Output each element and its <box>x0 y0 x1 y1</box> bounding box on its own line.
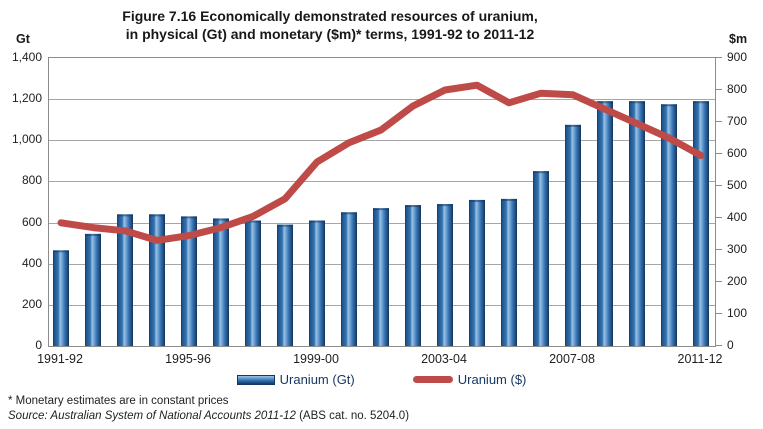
bar-top-shading <box>245 220 261 223</box>
bar-2010-11 <box>661 104 677 346</box>
bar-top-shading <box>117 214 133 217</box>
bar-2011-12 <box>693 101 709 346</box>
bar-top-shading <box>629 101 645 104</box>
bar-1993-94 <box>117 214 133 346</box>
bar-top-shading <box>85 233 101 236</box>
line-series-swatch-icon <box>412 376 453 383</box>
bar-top-shading <box>565 124 581 127</box>
bar-1998-99 <box>277 224 293 346</box>
bar-top-shading <box>373 208 389 211</box>
x-axis-tick-label: 2011-12 <box>677 352 723 366</box>
bar-2002-03 <box>405 205 421 346</box>
bar-1996-97 <box>213 218 229 346</box>
right-axis-tick-label: 400 <box>727 210 748 224</box>
right-axis-tick-label: 600 <box>727 146 748 160</box>
bar-top-shading <box>149 214 165 217</box>
right-axis-tick-mark <box>716 217 722 218</box>
left-axis-tick-label: 800 <box>21 173 42 188</box>
right-axis-tick-label: 200 <box>727 274 748 288</box>
x-axis-tick-label: 1995-96 <box>165 352 211 366</box>
right-axis-tick-mark <box>716 313 722 314</box>
right-axis-tick-label: 500 <box>727 178 748 192</box>
right-axis-tick-label: 800 <box>727 82 748 96</box>
bar-2007-08 <box>565 124 581 346</box>
bar-top-shading <box>501 198 517 201</box>
x-axis-tick-label: 1999-00 <box>293 352 339 366</box>
bar-top-shading <box>693 101 709 104</box>
bar-2001-02 <box>373 208 389 346</box>
left-axis-unit-label: Gt <box>16 32 30 46</box>
left-axis-tick-label: 1,400 <box>11 50 42 64</box>
bar-1999-00 <box>309 220 325 346</box>
right-axis-unit-label: $m <box>729 32 748 46</box>
bar-top-shading <box>213 218 229 221</box>
uranium-price-line <box>57 81 705 244</box>
right-axis-tick-label: 100 <box>727 306 748 320</box>
chart-title-line2: in physical (Gt) and monetary ($m)* term… <box>125 26 535 42</box>
bar-1995-96 <box>181 216 197 346</box>
plot-area <box>48 57 716 347</box>
right-axis-tick-mark <box>716 57 722 58</box>
bar-top-shading <box>469 199 485 202</box>
bar-1994-95 <box>149 214 165 346</box>
bar-top-shading <box>597 101 613 104</box>
bar-top-shading <box>277 224 293 227</box>
legend-item-uranium-gt: Uranium (Gt) <box>236 372 355 387</box>
bar-top-shading <box>309 220 325 223</box>
bar-top-shading <box>181 216 197 219</box>
footnote-monetary-note: * Monetary estimates are in constant pri… <box>8 395 229 407</box>
right-axis-tick-mark <box>716 249 722 250</box>
bar-2003-04 <box>437 204 453 346</box>
right-axis-tick-mark <box>716 185 722 186</box>
bar-series-swatch-icon <box>236 374 275 385</box>
x-axis-tick-label: 1991-92 <box>37 352 83 366</box>
right-axis-tick-mark <box>716 89 722 90</box>
bar-2008-09 <box>597 101 613 346</box>
x-axis-tick-label: 2003-04 <box>421 352 467 366</box>
right-axis-tick-label: 700 <box>727 114 748 128</box>
left-axis-tick-label: 1,000 <box>11 132 42 147</box>
right-axis-tick-label: 300 <box>727 242 748 256</box>
footnote-source-regular: (ABS cat. no. 5204.0) <box>295 410 410 422</box>
bar-top-shading <box>437 204 453 207</box>
left-axis-tick-label: 400 <box>21 255 42 270</box>
bar-2009-10 <box>629 101 645 346</box>
right-axis-tick-mark <box>716 121 722 122</box>
footnote-source-italic: Source: Australian System of National Ac… <box>8 410 296 422</box>
bar-1991-92 <box>53 250 69 346</box>
chart-legend: Uranium (Gt) Uranium ($) <box>0 372 763 387</box>
bar-top-shading <box>661 104 677 107</box>
legend-label-uranium-gt: Uranium (Gt) <box>279 372 355 387</box>
right-axis-tick-label: 900 <box>727 50 748 64</box>
left-axis-tick-label: 200 <box>21 296 42 311</box>
x-axis-tick-label: 2007-08 <box>549 352 595 366</box>
legend-label-uranium-dollars: Uranium ($) <box>457 372 527 387</box>
bar-2006-07 <box>533 171 549 346</box>
left-axis-tick-label: 1,200 <box>11 91 42 106</box>
bar-2000-01 <box>341 212 357 346</box>
bar-top-shading <box>341 212 357 215</box>
bar-top-shading <box>405 205 421 208</box>
chart-title: Figure 7.16 Economically demonstrated re… <box>0 7 660 43</box>
bar-2005-06 <box>501 198 517 346</box>
footnote-source: Source: Australian System of National Ac… <box>8 410 409 422</box>
bar-top-shading <box>533 171 549 174</box>
right-axis-tick-mark <box>716 153 722 154</box>
chart-title-line1: Figure 7.16 Economically demonstrated re… <box>122 8 538 24</box>
right-axis-tick-label: 0 <box>727 338 734 352</box>
bar-top-shading <box>53 250 69 253</box>
right-axis-tick-mark <box>716 281 722 282</box>
left-axis-tick-label: 0 <box>35 338 42 352</box>
combo-chart-canvas <box>49 81 715 346</box>
right-axis-tick-mark <box>716 345 722 346</box>
legend-item-uranium-dollars: Uranium ($) <box>412 372 527 387</box>
bar-2004-05 <box>469 199 485 346</box>
bar-1992-93 <box>85 233 101 346</box>
bar-1997-98 <box>245 220 261 346</box>
left-axis-tick-label: 600 <box>21 214 42 229</box>
